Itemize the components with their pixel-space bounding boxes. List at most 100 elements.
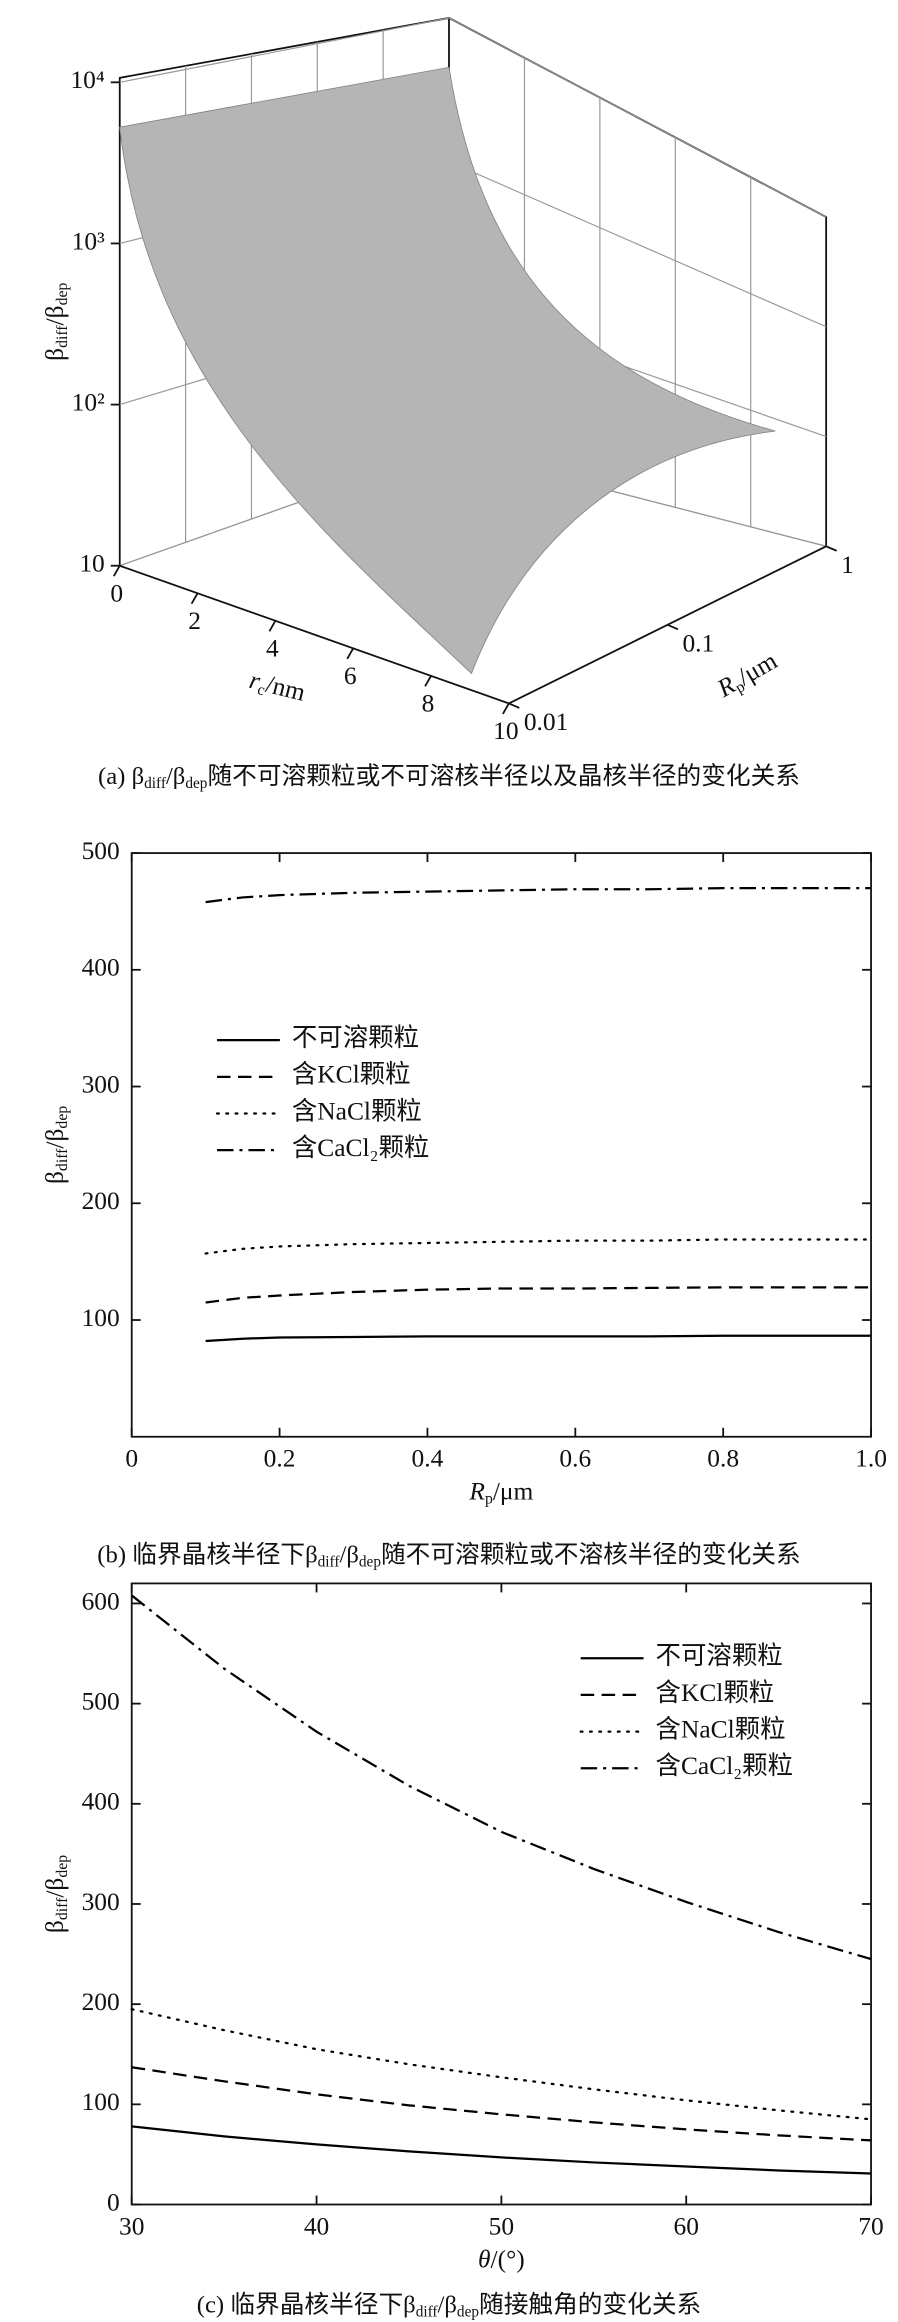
series-line [204, 1238, 873, 1255]
x-axis [119, 564, 510, 705]
x-tick-label: 0.4 [412, 1444, 444, 1473]
y-tick-label: 400 [82, 953, 120, 982]
x-tick-label: 0.2 [264, 1444, 296, 1473]
caption-part: (a) β [98, 763, 144, 790]
caption-part: 随不可溶颗粒或不可溶核半径以及晶核半径的变化关系 [207, 762, 800, 790]
series-line [131, 2125, 872, 2175]
x-tick [112, 565, 121, 577]
series-line [130, 2008, 873, 2121]
x-axis-label-part: θ [478, 2244, 491, 2273]
y-tick-label: 100 [82, 2087, 120, 2116]
y-tick-label: 0.1 [682, 629, 714, 658]
plot-frame [130, 852, 872, 1438]
caption-part: 随接触角的变化关系 [479, 2290, 701, 2318]
y-tick-label: 300 [82, 1069, 120, 1098]
caption-part: (c) 临界晶核半径下β [197, 2290, 416, 2318]
caption: (a) βdiff/βdep随不可溶颗粒或不可溶核半径以及晶核半径的变化关系 [98, 762, 800, 792]
series-line [131, 1594, 872, 1961]
x-tick-label: 40 [304, 2211, 329, 2240]
legend-label: 不可溶颗粒 [656, 1641, 783, 1670]
y-tick-label: 1 [841, 550, 854, 579]
caption-part: diff [318, 1553, 341, 1570]
y-tick-label: 0 [107, 2187, 120, 2216]
caption: (c) 临界晶核半径下βdiff/βdep随接触角的变化关系 [197, 2290, 701, 2320]
x-tick-label: 70 [858, 2211, 883, 2240]
y-tick [667, 624, 679, 631]
y-tick-label: 400 [82, 1787, 120, 1816]
y-axis-label-part: β [40, 1171, 69, 1184]
x-tick-label: 60 [673, 2211, 698, 2240]
y-axis-label-part: dep [53, 1855, 70, 1878]
x-axis-label: rc/nm [246, 665, 308, 709]
y-axis-label-part: /β [40, 1878, 69, 1898]
surface [119, 66, 776, 675]
legend-label: 含CaCl₂颗粒 [292, 1133, 429, 1162]
x-tick-label: 8 [422, 689, 435, 718]
x-axis-label-part: p [485, 1490, 493, 1507]
y-tick-label: 100 [82, 1303, 120, 1332]
y-axis-label-part: β [40, 1920, 69, 1933]
x-tick [190, 592, 199, 605]
legend-label: 含NaCl颗粒 [656, 1714, 786, 1743]
x-tick-label: 1.0 [855, 1444, 887, 1473]
y-tick-label: 300 [82, 1887, 120, 1916]
x-tick-label: 2 [188, 606, 201, 635]
caption-part: /β [166, 763, 185, 790]
y-axis-label: βdiff/βdep [40, 1855, 71, 1933]
x-tick-label: 0.6 [559, 1444, 591, 1473]
z-tick-label: 10 [79, 549, 104, 578]
x-tick [424, 675, 432, 687]
legend-label: 不可溶颗粒 [292, 1023, 419, 1052]
y-tick [825, 545, 837, 552]
y-tick-label: 500 [82, 1686, 120, 1715]
x-tick-label: 50 [489, 2211, 514, 2240]
x-axis-label-part: c [256, 681, 267, 699]
legend-label: 含KCl颗粒 [292, 1060, 411, 1089]
caption-part: dep [457, 2303, 479, 2320]
caption: (b) 临界晶核半径下βdiff/βdep随不可溶颗粒或不溶核半径的变化关系 [97, 1540, 800, 1570]
caption-part: dep [359, 1553, 381, 1570]
y-axis-label-part: diff [53, 1897, 70, 1920]
x-tick [502, 702, 510, 715]
y-tick-label: 200 [82, 1186, 120, 1215]
x-tick-label: 0 [110, 578, 123, 607]
z-axis-label: βdiff/βdep [40, 283, 71, 361]
z-tick-label: 10³ [72, 226, 105, 255]
plot-frame [130, 1582, 872, 2206]
y-axis-label-part: diff [53, 1148, 70, 1171]
z-axis-label-part: /β [40, 305, 69, 325]
series-line [205, 1286, 872, 1304]
z-grid-line [119, 17, 827, 218]
z-tick-label: 10² [72, 387, 105, 416]
y-tick-label: 200 [82, 1987, 120, 2016]
y-tick-label: 500 [82, 836, 120, 865]
caption-part: /β [438, 2291, 457, 2318]
caption-part: (b) 临界晶核半径下β [97, 1540, 317, 1568]
caption-part: dep [185, 775, 207, 792]
caption-part: /β [339, 1541, 358, 1568]
y-tick-label: 600 [82, 1586, 120, 1615]
x-axis-label-part: /(°) [491, 2244, 525, 2273]
series-line [205, 886, 872, 904]
z-axis-label-part: dep [53, 283, 70, 306]
series-line [131, 2066, 872, 2142]
x-axis-label: Rp/μm [468, 1476, 533, 1507]
x-tick-label: 6 [344, 661, 357, 690]
legend-label: 含NaCl颗粒 [292, 1096, 422, 1125]
x-axis-label-part: R [468, 1476, 485, 1505]
legend-label: 含CaCl₂颗粒 [656, 1751, 793, 1780]
legend-label: 含KCl颗粒 [656, 1678, 775, 1707]
z-axis-label-part: diff [53, 325, 70, 348]
y-axis-label: Rp/μm [711, 646, 783, 705]
x-tick [268, 620, 277, 632]
series-line [205, 1334, 872, 1343]
y-tick [508, 702, 520, 709]
caption-part: 随不可溶颗粒或不溶核半径的变化关系 [381, 1540, 801, 1568]
x-tick-label: 0 [125, 1444, 138, 1473]
y-axis-label-part: dep [53, 1106, 70, 1129]
y-axis-label-part: /β [40, 1129, 69, 1149]
x-tick [346, 647, 354, 660]
x-axis-label-part: /nm [263, 669, 309, 707]
x-axis-label-part: /μm [493, 1476, 534, 1505]
